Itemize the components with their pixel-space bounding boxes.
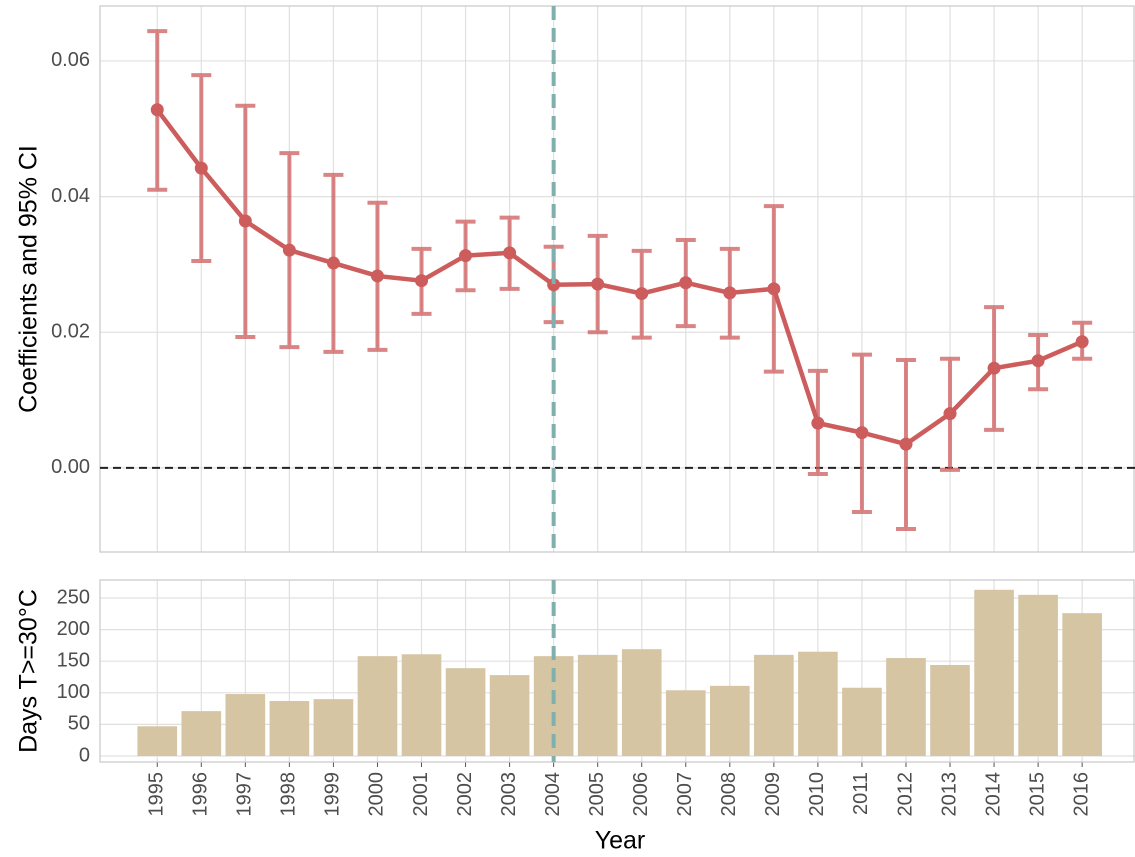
x-tick-label: 2013 bbox=[938, 772, 960, 817]
point bbox=[503, 246, 517, 260]
bar bbox=[181, 711, 222, 756]
y-tick-label: 200 bbox=[57, 618, 90, 640]
bar bbox=[357, 656, 398, 756]
y-tick-label: 0.04 bbox=[51, 185, 90, 207]
bar bbox=[709, 685, 750, 756]
x-tick-label: 2015 bbox=[1026, 772, 1048, 817]
x-tick-label: 2011 bbox=[850, 772, 872, 815]
x-tick-label: 1996 bbox=[190, 772, 212, 817]
bar bbox=[1018, 594, 1058, 756]
bar bbox=[577, 654, 618, 756]
point bbox=[987, 361, 1001, 375]
x-tick-label: 2004 bbox=[542, 772, 564, 817]
y-tick-label: 0.02 bbox=[51, 321, 90, 343]
x-tick-label: 2012 bbox=[894, 772, 916, 817]
x-tick-label: 1995 bbox=[146, 772, 168, 817]
panel-border bbox=[99, 5, 1135, 553]
x-tick-label: 2002 bbox=[454, 772, 476, 817]
y-tick-label: 50 bbox=[68, 713, 90, 735]
bar bbox=[754, 654, 794, 756]
y-tick-label: 100 bbox=[57, 681, 90, 703]
point bbox=[635, 287, 649, 301]
x-tick-label: 2003 bbox=[498, 772, 520, 817]
point bbox=[679, 276, 693, 290]
bar bbox=[930, 664, 970, 756]
bar bbox=[798, 651, 838, 756]
bar bbox=[842, 687, 882, 756]
point bbox=[1075, 335, 1089, 349]
y-tick-label: 0 bbox=[79, 744, 90, 766]
x-tick-label: 2000 bbox=[366, 772, 388, 817]
point bbox=[459, 249, 473, 263]
x-tick-label: 2005 bbox=[586, 772, 608, 817]
point bbox=[370, 269, 384, 283]
y-axis-title: Days T>=30°C bbox=[15, 589, 43, 753]
point bbox=[238, 214, 252, 228]
bar bbox=[489, 675, 530, 756]
x-tick-label: 2001 bbox=[410, 772, 432, 817]
x-tick-label: 1998 bbox=[278, 772, 300, 817]
bar bbox=[974, 589, 1014, 756]
x-tick-label: 1997 bbox=[234, 772, 256, 817]
point bbox=[855, 426, 869, 440]
x-tick-label: 2006 bbox=[630, 772, 652, 817]
bar bbox=[401, 654, 442, 756]
panel-border bbox=[99, 579, 1135, 763]
y-tick-label: 150 bbox=[57, 649, 90, 671]
bar bbox=[886, 658, 926, 756]
bar bbox=[621, 649, 662, 756]
y-tick-label: 250 bbox=[57, 586, 90, 608]
x-tick-label: 2014 bbox=[982, 772, 1004, 817]
bar bbox=[445, 668, 486, 756]
point bbox=[282, 243, 296, 257]
point bbox=[194, 161, 208, 175]
x-tick-label: 2009 bbox=[762, 772, 784, 817]
x-tick-label: 1999 bbox=[322, 772, 344, 817]
y-axis-title: Coefficients and 95% CI bbox=[15, 145, 43, 413]
bar bbox=[313, 699, 354, 756]
point bbox=[723, 286, 737, 300]
point bbox=[591, 277, 605, 291]
point bbox=[415, 274, 429, 288]
point bbox=[1031, 354, 1045, 368]
x-tick-label: 2008 bbox=[718, 772, 740, 817]
x-tick-label: 2007 bbox=[674, 772, 696, 817]
point bbox=[150, 103, 164, 117]
x-tick-label: 2010 bbox=[806, 772, 828, 817]
bar bbox=[137, 726, 178, 756]
bar bbox=[225, 694, 266, 756]
line bbox=[155, 108, 1084, 447]
x-tick-label: 2016 bbox=[1070, 772, 1092, 817]
point bbox=[326, 256, 340, 270]
point bbox=[899, 437, 913, 451]
bar bbox=[269, 701, 310, 756]
y-tick-label: 0.00 bbox=[51, 456, 90, 478]
bar bbox=[1062, 613, 1102, 756]
point bbox=[811, 416, 825, 430]
x-axis-title: Year bbox=[595, 827, 646, 855]
y-tick-label: 0.06 bbox=[51, 49, 90, 71]
point bbox=[547, 278, 561, 292]
bar bbox=[665, 690, 706, 756]
point bbox=[767, 282, 781, 296]
point bbox=[943, 407, 957, 421]
